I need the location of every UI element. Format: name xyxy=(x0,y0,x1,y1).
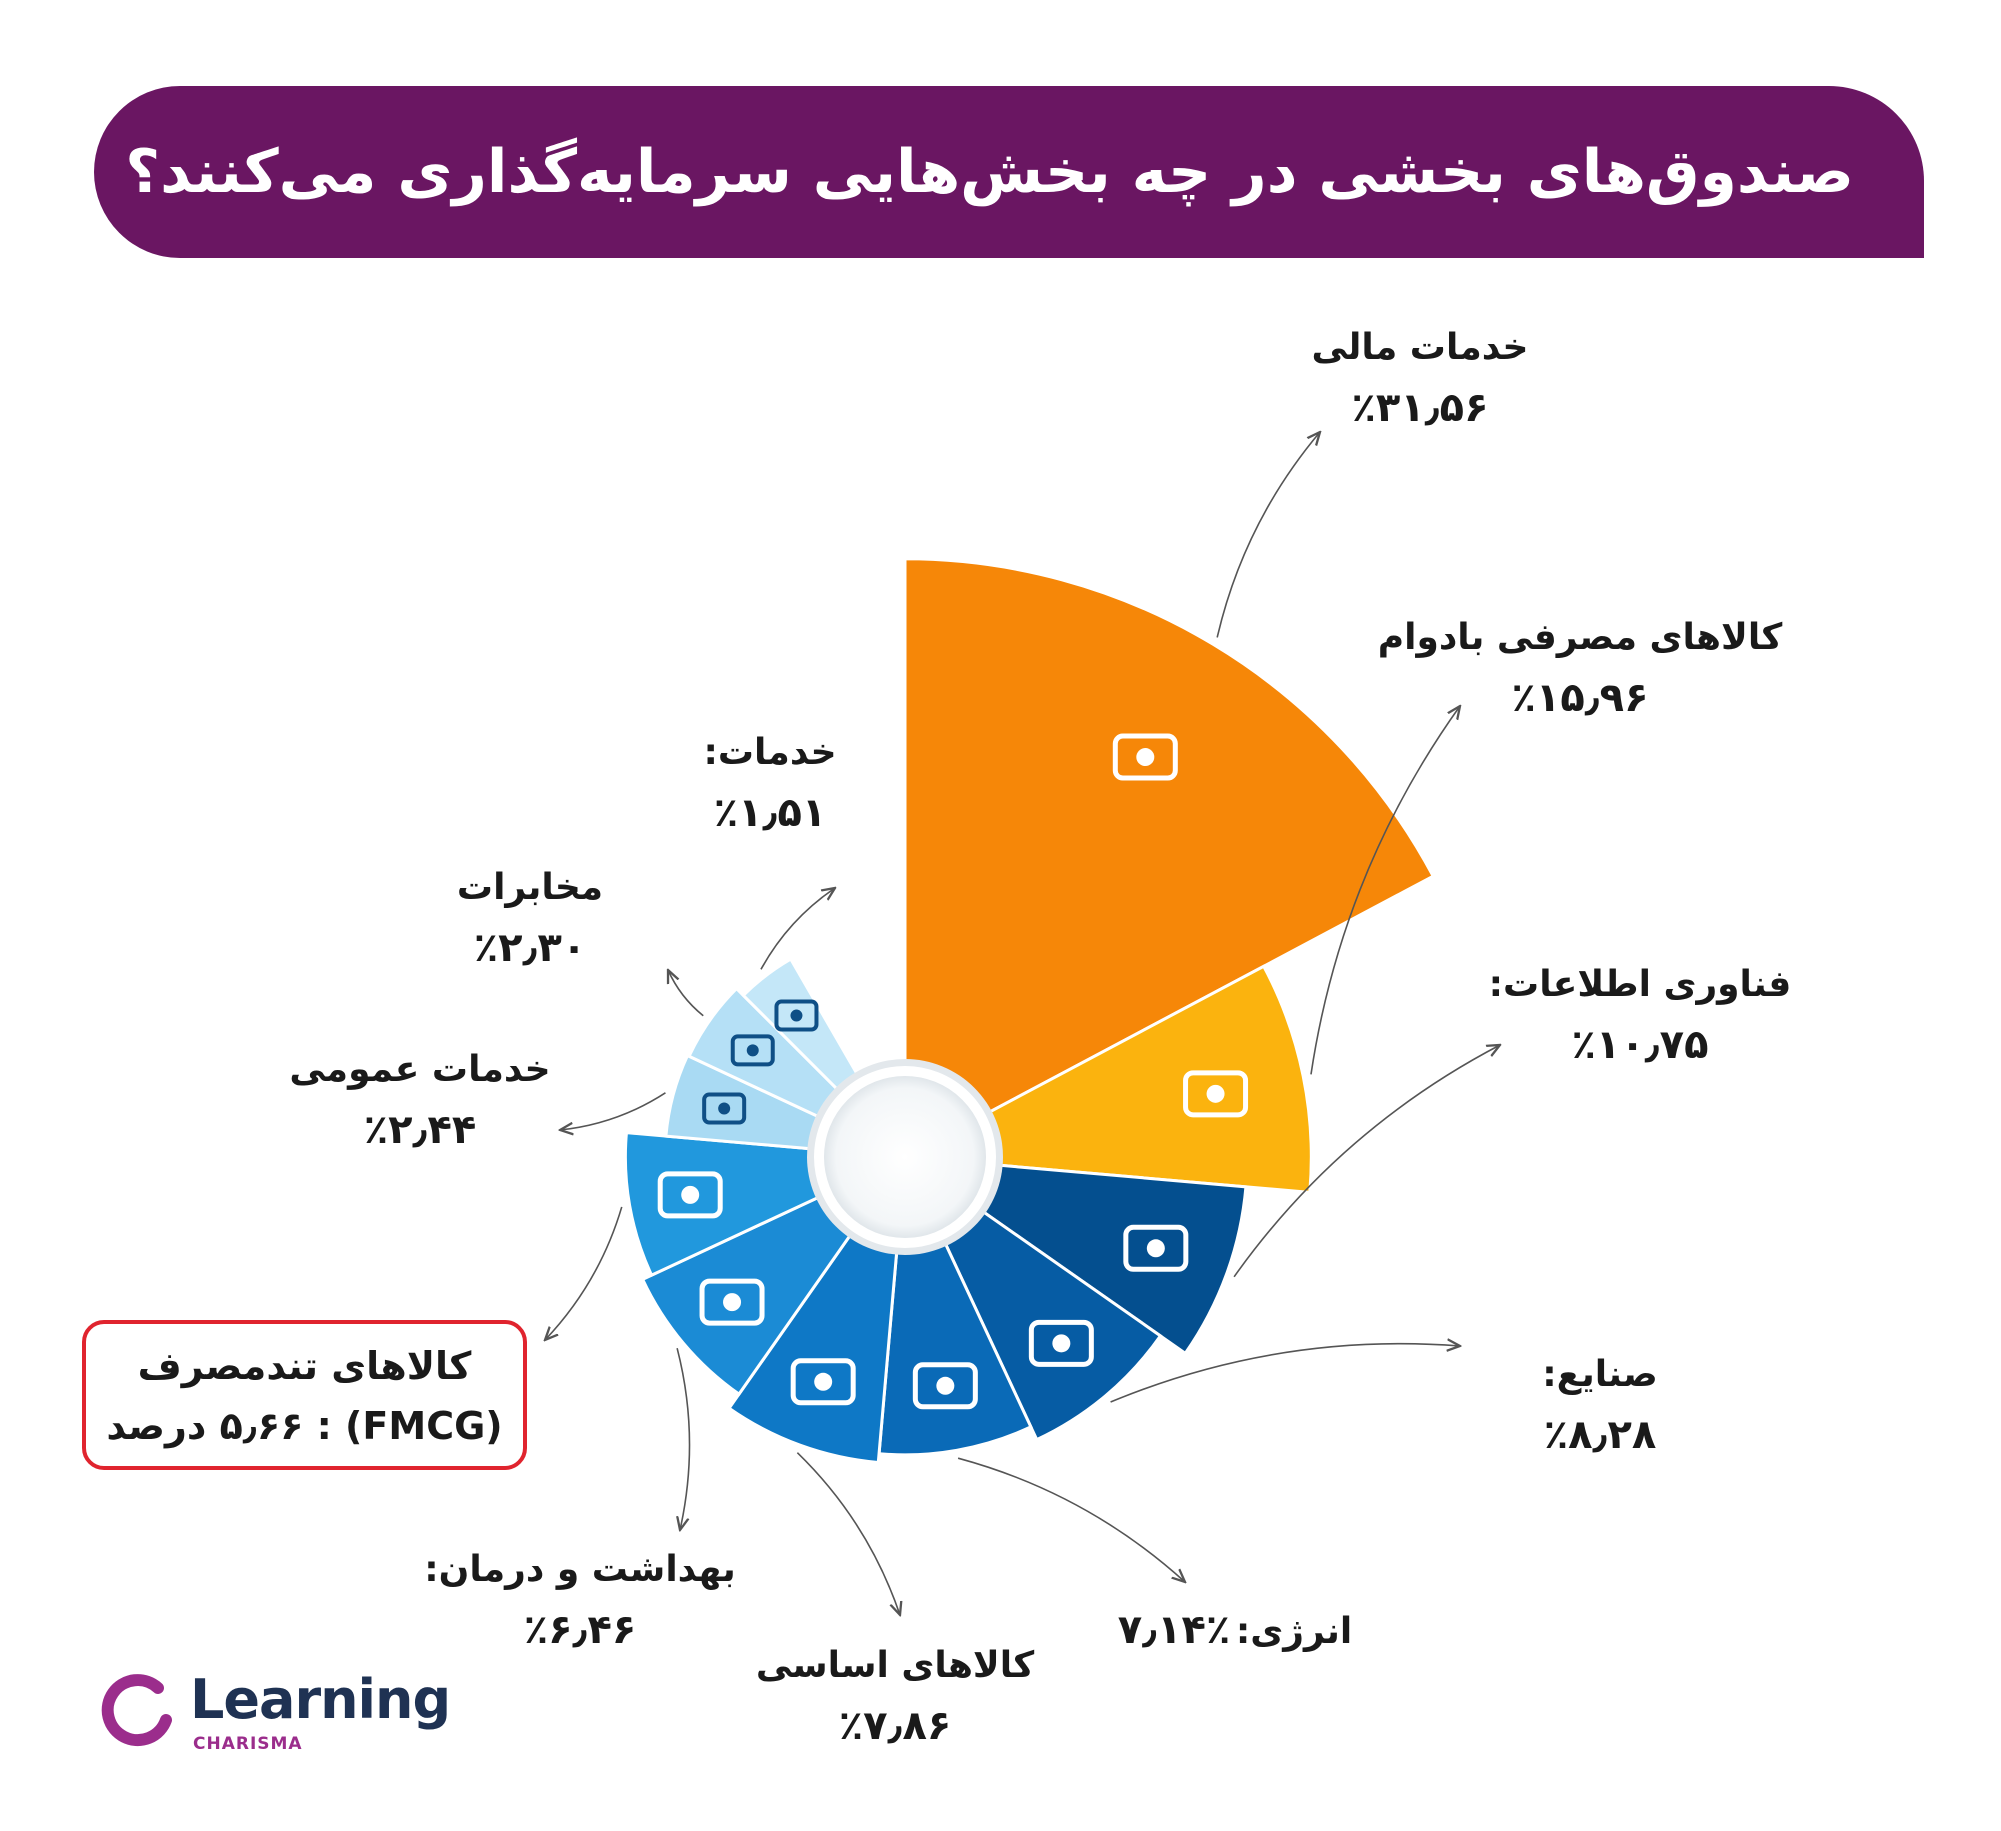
leader-arrow xyxy=(760,888,835,970)
health-hands-icon xyxy=(699,1278,765,1326)
leader-arrow xyxy=(560,1092,666,1130)
shopping-cart-icon xyxy=(657,1171,723,1219)
leader-arrow xyxy=(957,1457,1185,1582)
leader-arrow xyxy=(668,970,704,1017)
label-telecom: مخابرات ٪۲٫۳۰ xyxy=(456,867,604,971)
gear-hand-icon xyxy=(774,999,819,1032)
logo-word: Learning xyxy=(190,1668,451,1731)
label-financial-services: خدمات مالی ٪۳۱٫۵۶ xyxy=(1311,327,1529,431)
leader-arrow xyxy=(545,1206,623,1340)
label-it: فناوری اطلاعات: ٪۱۰٫۷۵ xyxy=(1488,964,1792,1068)
laptop-code-icon xyxy=(1123,1224,1189,1272)
chart-slice xyxy=(899,964,1313,1195)
page-title: صندوق‌های بخشی در چه بخش‌هایی سرمایه‌گذا… xyxy=(125,137,1854,207)
leader-arrow xyxy=(1216,432,1320,638)
factory-icon xyxy=(1028,1319,1094,1367)
label-staples: کالاهای اساسی ٪۷٫۸۶ xyxy=(755,1645,1035,1749)
label-healthcare: بهداشت و درمان: ٪۶٫۴۶ xyxy=(424,1549,736,1653)
antenna-tower-icon xyxy=(730,1034,775,1067)
chart-slice xyxy=(903,557,1436,1160)
label-fmcg: کالاهای تندمصرف (FMCG) : ۵٫۶۶ درصد xyxy=(82,1320,527,1470)
brand-logo: Learning CHARISMA xyxy=(100,1668,451,1768)
leader-arrow xyxy=(796,1452,900,1615)
leader-arrow xyxy=(677,1348,691,1530)
leader-arrow xyxy=(1233,1045,1500,1278)
label-services: خدمات: ٪۱٫۵۱ xyxy=(703,732,837,836)
shopping-cart-check-icon xyxy=(1183,1070,1249,1118)
label-energy: انرژی: ٪۷٫۱۴ xyxy=(1117,1607,1353,1653)
logo-ring-icon xyxy=(101,1674,172,1747)
grocery-bag-icon xyxy=(790,1358,856,1406)
label-industries: صنایع: ٪۸٫۲۸ xyxy=(1542,1354,1658,1458)
label-durables: کالاهای مصرفی بادوام ٪۱۵٫۹۶ xyxy=(1377,617,1783,721)
leader-arrow xyxy=(1310,706,1460,1075)
logo-sub: CHARISMA xyxy=(193,1734,303,1754)
hand-coin-icon xyxy=(1112,733,1178,781)
chart-hub xyxy=(814,1066,996,1248)
chart-slice xyxy=(899,1155,1248,1356)
title-banner xyxy=(94,86,1924,258)
label-utilities: خدمات عمومی ٪۲٫۴۴ xyxy=(289,1049,551,1153)
lightning-bolt-icon xyxy=(912,1362,978,1410)
gear-wrench-icon xyxy=(702,1092,747,1125)
leader-arrow xyxy=(1110,1344,1460,1403)
